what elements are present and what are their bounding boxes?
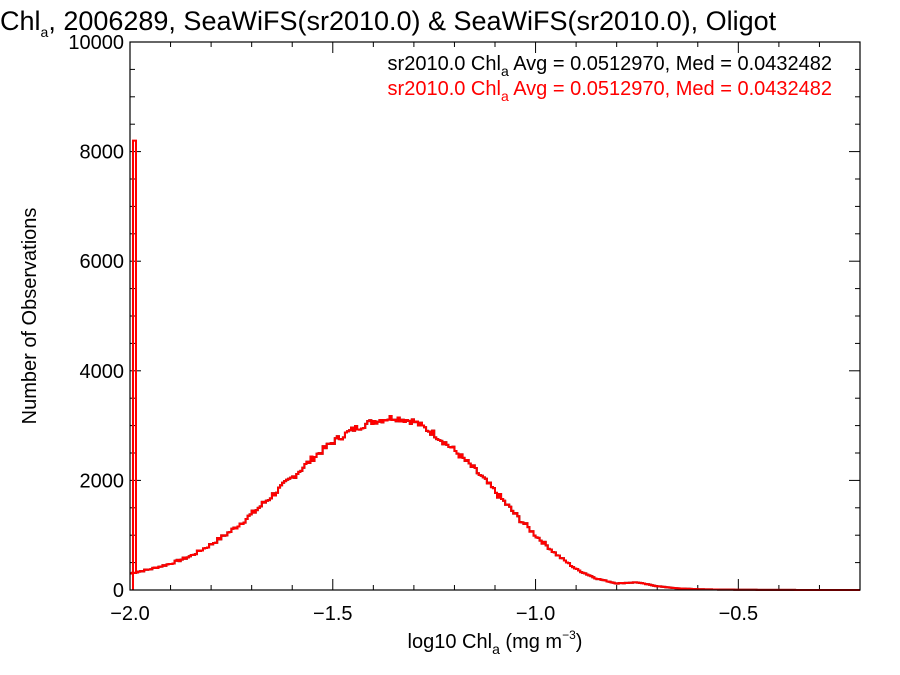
y-tick-label: 8000 (80, 142, 125, 164)
legend-1-subscript: a (501, 88, 509, 104)
x-tick-label: −2.0 (110, 603, 149, 625)
x-label-prefix: log10 Chl (408, 631, 493, 653)
x-tick-label: −0.5 (719, 603, 758, 625)
x-tick-label: −1.0 (516, 603, 555, 625)
x-tick-label: −1.5 (313, 603, 352, 625)
histogram-line-black (130, 415, 860, 591)
y-axis-label: Number of Observations (19, 208, 41, 425)
legend-0-subscript: a (501, 63, 509, 79)
legend-1-prefix: sr2010.0 Chl (388, 78, 501, 100)
plot-frame (129, 41, 861, 591)
histogram-series (130, 139, 860, 591)
axis-ticks (129, 41, 861, 591)
legend-entry-red: sr2010.0 Chla Avg = 0.0512970, Med = 0.0… (388, 78, 832, 104)
chart-title: Chla, 2006289, SeaWiFS(sr2010.0) & SeaWi… (0, 6, 777, 40)
x-axis-label: log10 Chla (mg m−3) (408, 628, 583, 657)
x-label-suffix: ) (576, 631, 583, 653)
histogram-line-red (130, 415, 860, 591)
legend-0-prefix: sr2010.0 Chl (388, 53, 501, 75)
x-label-superscript: −3 (562, 628, 576, 642)
legend-entry-black: sr2010.0 Chla Avg = 0.0512970, Med = 0.0… (388, 53, 832, 79)
y-tick-label: 4000 (80, 361, 125, 383)
x-label-subscript: a (492, 641, 500, 657)
x-label-middle: (mg m (500, 631, 562, 653)
chart-title-rest: , 2006289, SeaWiFS(sr2010.0) & SeaWiFS(s… (48, 6, 776, 36)
histogram-spike (132, 139, 137, 590)
y-tick-label: 10000 (68, 32, 124, 54)
tick-labels: −2.0 −1.5 −1.0 −0.5 0 2000 4000 6000 8000 10000 (68, 32, 758, 625)
chart-title-prefix: Chl (0, 6, 41, 36)
legend-1-stats: Avg = 0.0512970, Med = 0.0432482 (509, 78, 832, 100)
y-tick-label: 6000 (80, 251, 125, 273)
y-tick-label: 2000 (80, 470, 125, 492)
legend: sr2010.0 Chla Avg = 0.0512970, Med = 0.0… (388, 53, 832, 104)
chart-title-subscript: a (41, 24, 49, 40)
y-tick-label: 0 (113, 580, 124, 602)
legend-0-stats: Avg = 0.0512970, Med = 0.0432482 (509, 53, 832, 75)
